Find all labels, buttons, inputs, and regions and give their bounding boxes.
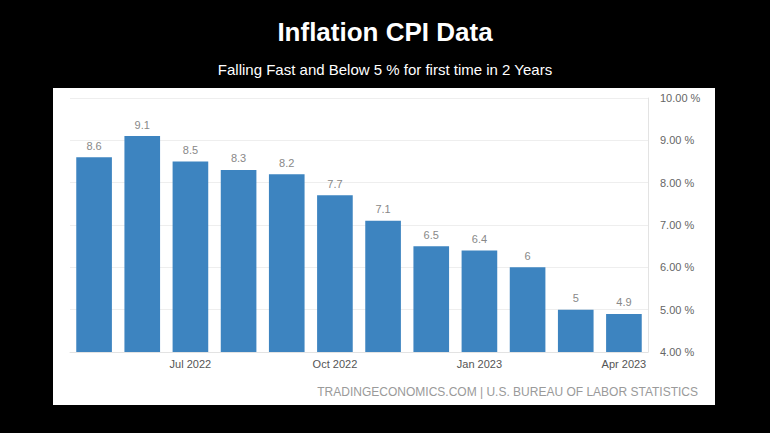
svg-text:8.5: 8.5 xyxy=(183,144,198,156)
svg-text:7.1: 7.1 xyxy=(375,203,390,215)
svg-text:8.6: 8.6 xyxy=(86,140,101,152)
svg-text:4.00 %: 4.00 % xyxy=(660,346,694,358)
svg-text:TRADINGECONOMICS.COM | U.S. BU: TRADINGECONOMICS.COM | U.S. BUREAU OF LA… xyxy=(317,385,698,399)
svg-text:8.00 %: 8.00 % xyxy=(660,177,694,189)
svg-text:6.00 %: 6.00 % xyxy=(660,261,694,273)
svg-text:4.9: 4.9 xyxy=(616,296,631,308)
svg-text:5.00 %: 5.00 % xyxy=(660,304,694,316)
svg-text:6.4: 6.4 xyxy=(472,233,487,245)
svg-text:9.00 %: 9.00 % xyxy=(660,134,694,146)
svg-text:Jan 2023: Jan 2023 xyxy=(457,358,502,370)
svg-text:Falling Fast and Below 5 % for: Falling Fast and Below 5 % for first tim… xyxy=(218,61,552,78)
svg-text:Inflation CPI Data: Inflation CPI Data xyxy=(277,17,493,47)
svg-text:5: 5 xyxy=(573,292,579,304)
svg-text:7.00 %: 7.00 % xyxy=(660,219,694,231)
svg-text:6: 6 xyxy=(525,250,531,262)
svg-text:8.3: 8.3 xyxy=(231,152,246,164)
svg-text:10.00 %: 10.00 % xyxy=(660,92,701,104)
svg-text:8.2: 8.2 xyxy=(279,157,294,169)
svg-text:6.5: 6.5 xyxy=(424,229,439,241)
svg-text:7.7: 7.7 xyxy=(327,178,342,190)
svg-text:Jul 2022: Jul 2022 xyxy=(170,358,212,370)
svg-text:Oct 2022: Oct 2022 xyxy=(313,358,358,370)
svg-text:9.1: 9.1 xyxy=(135,119,150,131)
svg-text:Apr 2023: Apr 2023 xyxy=(602,358,647,370)
